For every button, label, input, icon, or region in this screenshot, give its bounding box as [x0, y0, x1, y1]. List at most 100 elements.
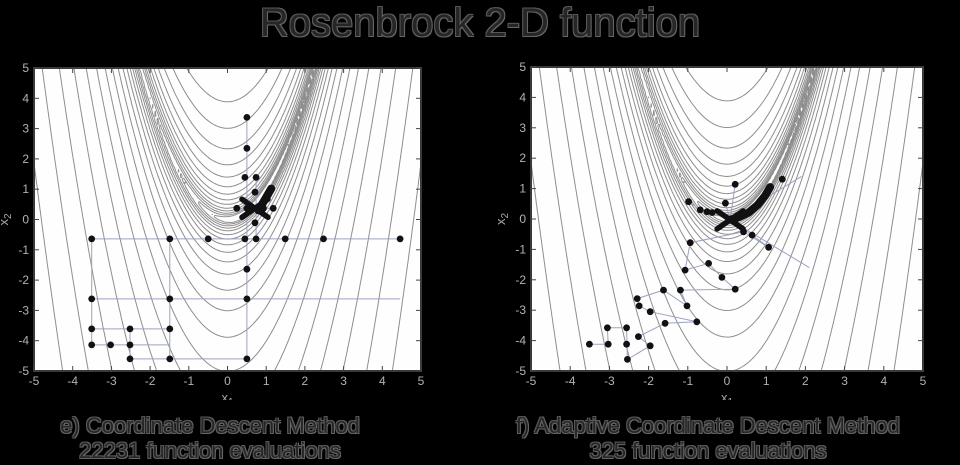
data-point [126, 341, 134, 349]
contour-line [104, 67, 351, 372]
data-point [166, 355, 174, 363]
data-point [107, 341, 114, 349]
data-point [661, 319, 669, 327]
data-point [243, 295, 251, 303]
data-point [166, 325, 174, 333]
contour-line [530, 162, 924, 372]
y-tick-label: 2 [519, 151, 526, 165]
data-point [660, 286, 667, 294]
y-tick-label: 1 [22, 182, 29, 196]
data-point [88, 295, 96, 303]
data-point [320, 235, 327, 243]
x-tick-label: 2 [302, 374, 309, 388]
x-tick-label: -3 [604, 374, 615, 388]
data-point [731, 180, 739, 188]
descent-path-line [729, 184, 736, 220]
right-caption-evaluations: 325 function evaluations [589, 438, 827, 463]
data-point [685, 198, 692, 206]
x-tick-label: 5 [418, 374, 425, 388]
coordinate-descent-plot: -5 -4 -3 -2 -1 0 1 2 3 4 5 -5 -4 -3 -2 -1 0 1 2 3 4 5 x1 x2 [0, 61, 425, 400]
x-tick-label: 4 [880, 374, 887, 388]
data-point [681, 266, 689, 274]
contour-line [583, 66, 871, 372]
x-tick-label: -4 [565, 374, 576, 388]
data-point [251, 219, 259, 227]
y-tick-label: 3 [519, 121, 526, 135]
data-point [646, 308, 654, 316]
y-tick-label: 0 [519, 212, 526, 226]
x-tick-label: -2 [643, 374, 654, 388]
contour-line [135, 67, 320, 240]
left-panel-caption: e) Coordinate Descent Method 22231 funct… [0, 413, 420, 463]
x-tick-label: -5 [526, 374, 537, 388]
x-tick-label: -1 [682, 374, 693, 388]
contour-line [593, 66, 861, 372]
data-point [623, 324, 630, 332]
data-point [718, 274, 726, 281]
data-point [646, 342, 654, 350]
contour-line [177, 67, 316, 227]
x-tick-label: 4 [379, 374, 386, 388]
data-point [696, 206, 704, 214]
y-tick-label: 5 [22, 61, 29, 75]
y-tick-label: -1 [18, 243, 29, 257]
data-point [778, 175, 786, 183]
data-point [693, 318, 701, 326]
contour-line [117, 67, 338, 312]
data-point [243, 114, 251, 121]
data-point [166, 235, 174, 243]
x-tick-label: 3 [340, 374, 347, 388]
data-point [623, 340, 630, 348]
x-tick-label: -2 [145, 374, 156, 388]
y-tick-label: -3 [515, 303, 526, 317]
data-point [252, 235, 260, 243]
data-point [88, 235, 96, 243]
right-caption-method: f) Adaptive Coordinate Descent Method [515, 413, 900, 438]
data-point [708, 209, 716, 217]
contour-line [96, 67, 359, 372]
data-point [677, 286, 684, 294]
x-tick-label: 1 [763, 374, 770, 388]
y-tick-label: -2 [515, 273, 526, 287]
plot-area [34, 68, 421, 371]
data-point [269, 204, 277, 212]
contour-line [111, 67, 344, 338]
contour-line [635, 66, 820, 235]
x-axis-label: x1 [221, 390, 234, 400]
data-point [604, 340, 612, 348]
data-point [705, 260, 712, 267]
y-axis-label: x2 [493, 213, 511, 226]
data-point [243, 265, 251, 273]
data-point [624, 356, 631, 363]
data-point [243, 355, 251, 363]
data-point [126, 325, 134, 333]
y-tick-label: -4 [515, 334, 526, 348]
data-point [166, 295, 174, 303]
right-panel-caption: f) Adaptive Coordinate Descent Method 32… [458, 413, 958, 463]
contour-line [615, 66, 839, 311]
x-tick-label: 0 [724, 374, 731, 388]
data-point [88, 341, 96, 349]
contour-line [134, 67, 322, 246]
contour-line [41, 67, 414, 372]
contour-line [609, 66, 845, 338]
contour-line [85, 67, 370, 372]
left-caption-method: e) Coordinate Descent Method [60, 413, 360, 438]
data-point [722, 199, 729, 207]
data-point [241, 174, 249, 181]
data-point [686, 239, 694, 247]
x-axis-label: x1 [721, 390, 734, 400]
figure-title: Rosenbrock 2-D function [259, 1, 701, 45]
data-point [586, 340, 593, 348]
y-tick-label: 3 [22, 122, 29, 136]
data-point [635, 302, 643, 310]
descent-path-line [589, 219, 769, 361]
contour-line [126, 67, 329, 275]
data-point [252, 174, 260, 181]
contour-line [570, 66, 884, 372]
y-axis-label: x2 [0, 213, 14, 226]
data-point [396, 235, 404, 243]
contour-line [624, 66, 830, 275]
contour-line [122, 67, 333, 291]
